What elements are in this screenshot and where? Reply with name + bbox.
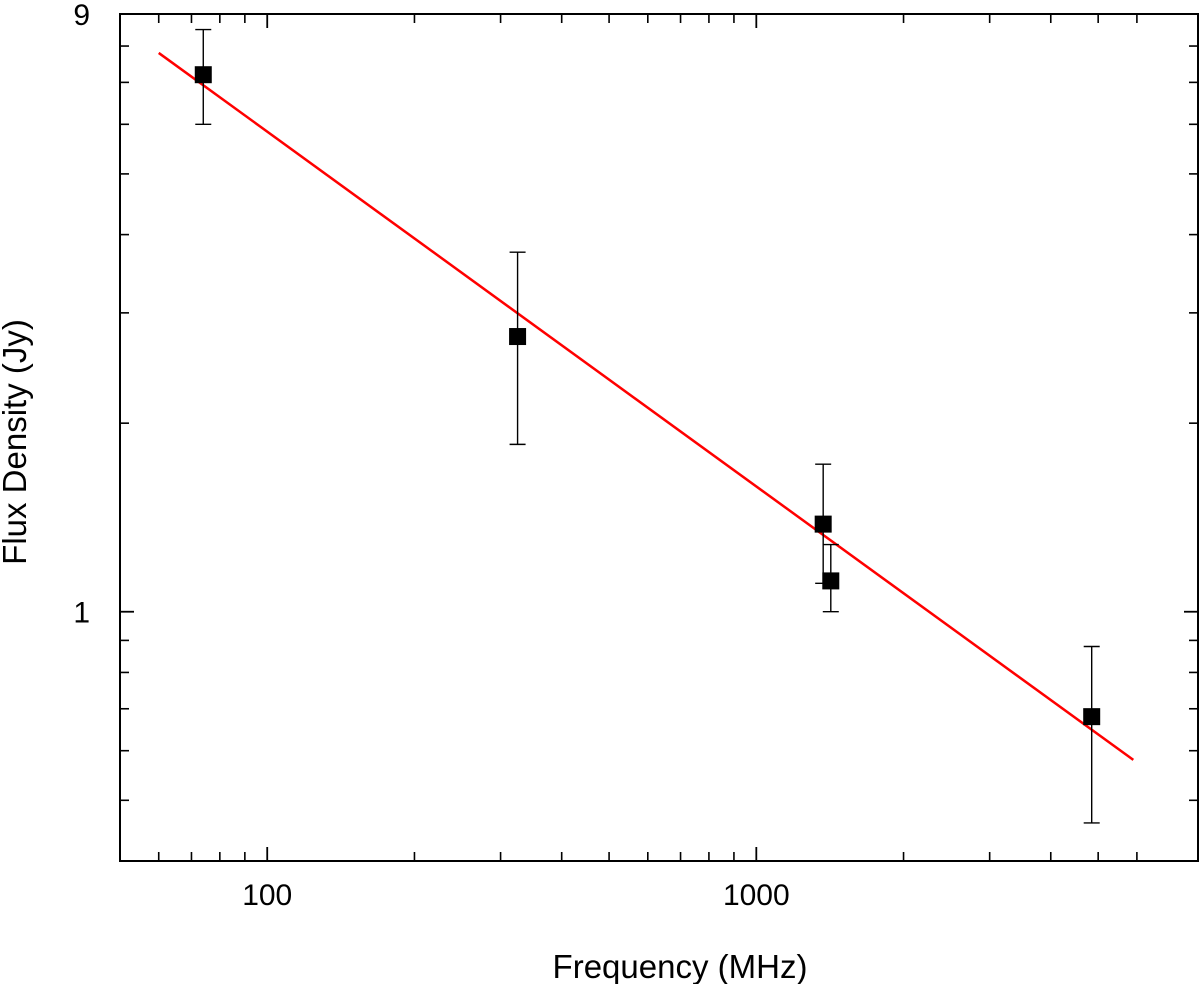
plot-frame [119,13,1199,862]
tick-labels: 100 1000 1 9 [73,0,789,912]
data-point-square [1083,708,1101,726]
power-law-fit-line [157,51,1135,761]
y-axis-title: Flux Density (Jy) [0,319,33,565]
minor-ticks [120,14,1198,861]
data-point-square [509,328,527,346]
data-markers [194,66,1101,726]
data-point-square [814,515,832,533]
error-bars [195,28,1100,824]
x-tick-label: 100 [242,879,292,912]
fit-line-layer [157,51,1135,761]
x-axis-title: Frequency (MHz) [553,948,808,984]
y-tick-label: 9 [73,0,90,32]
y-tick-label: 1 [73,597,90,630]
major-ticks [120,13,1198,861]
data-point-square [822,572,840,590]
plot-border [119,13,1199,862]
data-point-square [194,66,212,84]
x-tick-label: 1000 [723,879,790,912]
